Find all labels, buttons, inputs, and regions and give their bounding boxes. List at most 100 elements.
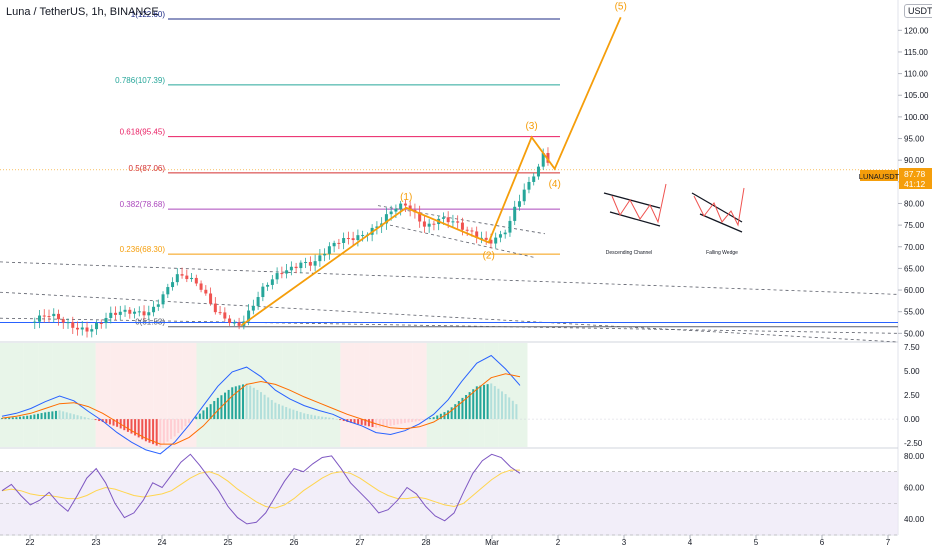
macd-background-shade [311, 343, 327, 447]
descending-channel-label: Descending Channel [606, 250, 652, 256]
wave-path[interactable] [240, 16, 622, 327]
candle-body [128, 309, 132, 314]
candle-body [475, 231, 479, 238]
wave-label[interactable]: (5) [615, 1, 627, 12]
macd-histogram-bar [393, 419, 396, 426]
candle-body [299, 262, 303, 269]
macd-background-shade [441, 343, 456, 447]
wave-label[interactable]: (4) [549, 179, 561, 190]
macd-histogram-bar [76, 415, 79, 420]
macd-histogram-bar [479, 385, 482, 420]
rsi-band [0, 471, 898, 535]
candle-body [479, 237, 483, 239]
macd-background-shade [325, 343, 341, 447]
candle-body [275, 273, 279, 280]
macd-histogram-bar [177, 419, 180, 434]
macd-background-shade [66, 343, 82, 447]
macd-histogram-bar [349, 419, 352, 423]
macd-histogram-bar [141, 419, 144, 440]
candle-body [489, 239, 493, 244]
macd-signal-line [1, 373, 521, 445]
macd-histogram-bar [461, 397, 464, 420]
price-tick-label: 120.00 [904, 26, 929, 35]
channel-lines[interactable] [0, 169, 899, 343]
macd-histogram-bar [303, 413, 306, 420]
macd-histogram-bar [173, 419, 176, 437]
candle-body [237, 322, 241, 326]
price-tick-label: 95.00 [904, 135, 925, 144]
macd-histogram-bar [432, 417, 435, 420]
candle-body [456, 221, 460, 223]
macd-background-shade [340, 343, 355, 447]
macd-histogram-bar [292, 409, 295, 420]
wave-label[interactable]: (1) [400, 192, 412, 203]
macd-background-shade [81, 343, 96, 447]
candle-body [232, 322, 236, 324]
macd-histogram-bar [170, 419, 173, 440]
macd-background-shade [369, 343, 384, 447]
macd-histogram-bar [436, 415, 439, 420]
macd-histogram-bar [324, 417, 327, 420]
price-tick-label: 110.00 [904, 70, 928, 79]
macd-histogram-bar [209, 404, 212, 420]
macd-histogram-bar [411, 419, 414, 422]
candle-body [71, 322, 75, 328]
macd-tick-label: -2.50 [904, 439, 923, 448]
macd-histogram-bar [277, 404, 280, 420]
macd-histogram-bar [274, 402, 277, 420]
candle-body [204, 289, 208, 294]
fibonacci-retracement[interactable]: 1(122.60) 0.786(107.39) 0.618(95.45) 0.5(87… [115, 10, 898, 328]
macd-axis: 7.50 5.00 2.50 0.00 -2.50 [904, 343, 923, 448]
candle-body [104, 317, 108, 324]
candle-body [337, 242, 341, 244]
candle-body [332, 242, 336, 247]
macd-histogram-bar [328, 417, 331, 420]
macd-histogram-bar [238, 385, 241, 420]
macd-histogram-bar [105, 419, 108, 424]
symbol-badge-label: LUNAUSDT [859, 172, 900, 181]
currency-badge[interactable]: USDT [904, 4, 932, 18]
macd-histogram-bar [403, 419, 406, 423]
macd-histogram-bar [421, 419, 424, 421]
macd-histogram-bar [486, 384, 489, 420]
fib-level-label: 0.786(107.39) [115, 76, 165, 85]
candle-body [508, 220, 512, 233]
time-axis[interactable]: 22 23 24 25 26 27 28 Mar 2 3 4 5 6 7 [26, 535, 891, 547]
macd-histogram-bar [385, 419, 388, 427]
candle-body [522, 189, 526, 202]
fib-level-label: 0.618(95.45) [120, 128, 166, 137]
wave-label[interactable]: (3) [525, 121, 537, 132]
candle-body [95, 323, 99, 330]
symbol-price-badge[interactable]: LUNAUSDT 87.78 41:12 [859, 168, 932, 189]
rsi-line [1, 453, 521, 525]
macd-histogram-bar [414, 419, 417, 422]
channel-upper-line[interactable] [377, 205, 546, 235]
macd-histogram-bar [472, 389, 475, 420]
macd-histogram-bar [511, 400, 514, 420]
candle-body [346, 238, 350, 240]
symbol-badge-label-bg [860, 170, 898, 181]
candle-body [166, 287, 170, 295]
channel-lower-line[interactable] [389, 224, 536, 258]
pattern-legend[interactable]: Descending Channel Falling Wedge [603, 183, 745, 256]
macd-histogram-bar [69, 413, 72, 420]
candle-body [470, 230, 474, 232]
macd-background-shade [0, 343, 10, 447]
candle-body [118, 311, 122, 315]
price-tick-label: 115.00 [904, 48, 928, 57]
price-badge-countdown: 41:12 [904, 179, 926, 189]
price-tick-label: 50.00 [904, 329, 925, 338]
wave-label[interactable]: (2) [483, 250, 495, 261]
macd-histogram-bar [457, 401, 460, 420]
price-scale-background[interactable] [898, 0, 932, 535]
fib-level-label: 1(122.60) [131, 10, 166, 19]
macd-histogram-bar [367, 419, 370, 427]
elliott-wave-drawing[interactable]: (1) (2) (3) (4) (5) [240, 1, 627, 327]
time-tick-label: 24 [158, 538, 167, 547]
candle-body [403, 203, 407, 206]
time-tick-label: 26 [290, 538, 299, 547]
candle-body [185, 275, 189, 280]
macd-histogram-bar [98, 419, 101, 422]
